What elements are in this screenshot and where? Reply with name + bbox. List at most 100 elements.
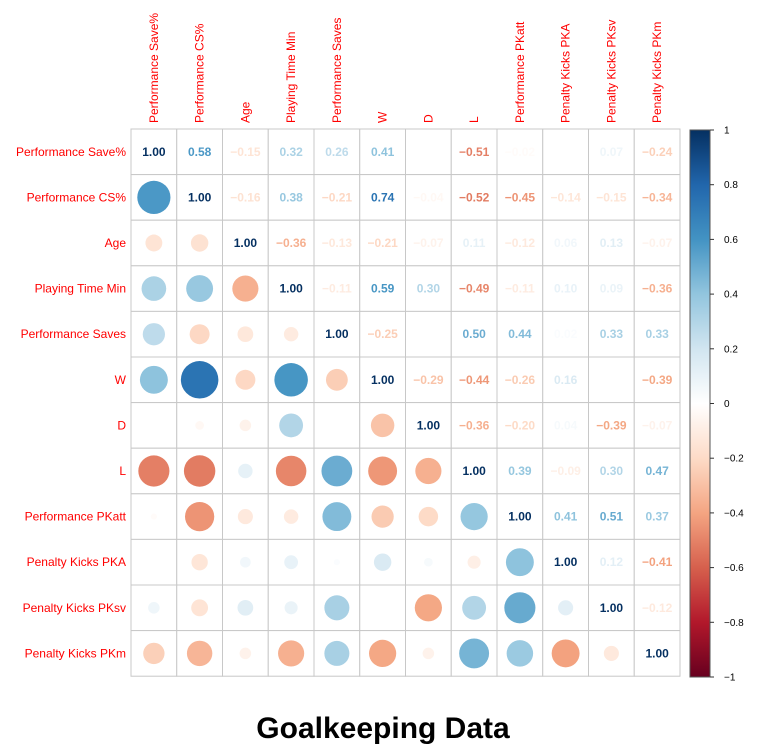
corr-circle [324, 595, 350, 621]
corr-circle [232, 275, 259, 302]
corr-circle [459, 638, 490, 669]
corr-circle [237, 326, 254, 343]
corr-value: −0.21 [322, 190, 353, 204]
colorbar-tick-label: 1 [724, 126, 730, 137]
corr-circle [284, 555, 299, 570]
corr-value: −0.14 [550, 190, 581, 204]
corr-value: 0.50 [462, 327, 486, 341]
corr-circle [371, 505, 394, 528]
grid-cell [542, 493, 589, 540]
corr-value: 0.12 [600, 555, 624, 569]
corr-circle [235, 369, 256, 390]
corr-value: −0.09 [550, 464, 581, 478]
grid-cell [496, 265, 544, 312]
corr-circle [283, 509, 299, 524]
grid-cell [405, 265, 452, 312]
corr-circle [239, 647, 252, 660]
grid-cell [222, 265, 269, 312]
grid-cell [542, 538, 589, 586]
corr-circle [414, 594, 442, 622]
corr-circle [191, 599, 209, 617]
grid-cell [542, 174, 589, 221]
corr-circle [150, 513, 157, 520]
column-label: Playing Time Min [284, 32, 298, 123]
colorbar-gradient [689, 129, 711, 678]
corr-circle [191, 554, 208, 571]
corr-value: −0.02 [505, 145, 536, 159]
grid-cell [633, 219, 681, 267]
column-label: Penalty Kicks PKA [559, 24, 573, 123]
corr-value: 1.00 [554, 555, 578, 569]
corr-value: 0.74 [371, 190, 395, 204]
corr-value: 1.00 [188, 190, 212, 204]
grid-cell [633, 128, 681, 176]
corr-value: 0.02 [554, 327, 578, 341]
grid-cell [313, 310, 361, 358]
corr-circle [373, 553, 392, 571]
grid-cell [542, 265, 589, 312]
corr-value: 1.00 [234, 236, 258, 250]
grid-cell [405, 402, 452, 449]
grid-cell [588, 310, 635, 358]
corr-circle [237, 509, 253, 525]
corr-value: −0.20 [505, 418, 536, 432]
corr-circle [137, 180, 171, 214]
corr-value: −0.52 [459, 190, 490, 204]
grid-cell [267, 174, 315, 221]
row-label: Performance Save% [16, 145, 126, 159]
corr-value: −0.41 [642, 555, 673, 569]
row-label: Penalty Kicks PKm [25, 646, 126, 660]
corr-circle [504, 592, 536, 624]
colorbar-tick-label: −1 [724, 673, 736, 684]
corr-circle [506, 640, 534, 667]
corr-circle [424, 557, 433, 567]
corr-value: −0.12 [505, 236, 536, 250]
corr-value: 0.41 [371, 145, 395, 159]
corr-value: −0.25 [367, 327, 398, 341]
grid-cell [130, 402, 178, 449]
corr-value: −0.11 [505, 282, 535, 296]
corr-value: −0.51 [459, 145, 490, 159]
corr-circle [186, 640, 213, 667]
column-label: Performance CS% [193, 23, 207, 123]
corr-value: −0.26 [505, 373, 536, 387]
grid-cell [633, 493, 681, 540]
corr-value: 0.59 [371, 282, 395, 296]
corr-circle [278, 640, 305, 667]
corr-value: −0.39 [642, 373, 673, 387]
corr-circle [369, 639, 397, 668]
grid-cell [405, 310, 452, 358]
corr-circle [185, 501, 215, 532]
corr-value: 1.00 [325, 327, 349, 341]
corr-value: −0.36 [642, 282, 673, 296]
corr-value: −0.49 [459, 282, 490, 296]
grid-cell [359, 174, 406, 221]
corr-value: 0.32 [279, 145, 303, 159]
corr-circle [238, 463, 253, 479]
grid-cell [496, 493, 544, 540]
grid-cell [313, 402, 361, 449]
row-label: Penalty Kicks PKA [27, 555, 126, 569]
column-label: Performance PKatt [513, 21, 527, 123]
corr-circle [551, 639, 580, 668]
row-label: L [119, 464, 126, 478]
corr-value: −0.07 [413, 236, 444, 250]
corr-circle [274, 363, 308, 397]
row-label: Performance Saves [21, 327, 126, 341]
colorbar-tick-label: 0.4 [724, 290, 738, 301]
grid-cell [588, 584, 635, 632]
grid-cell [496, 402, 544, 449]
colorbar-tick-label: 0 [724, 399, 730, 410]
corr-circle [139, 365, 168, 394]
corr-value: 1.00 [508, 510, 532, 524]
corr-value: 0.30 [600, 464, 624, 478]
corr-value: 0.16 [554, 373, 578, 387]
colorbar-tick-label: −0.4 [724, 508, 744, 519]
corr-value: 0.11 [463, 236, 486, 250]
corr-value: −0.13 [322, 236, 353, 250]
marks-layer: 1.00 0.58 −0.15 0.32 0.26 0.41 0.00 −0.51 −0.02 0… [137, 145, 673, 669]
corr-value: −0.16 [230, 190, 261, 204]
grid-cell [588, 538, 635, 586]
corr-circle [505, 548, 534, 577]
grid-cell [633, 265, 681, 312]
